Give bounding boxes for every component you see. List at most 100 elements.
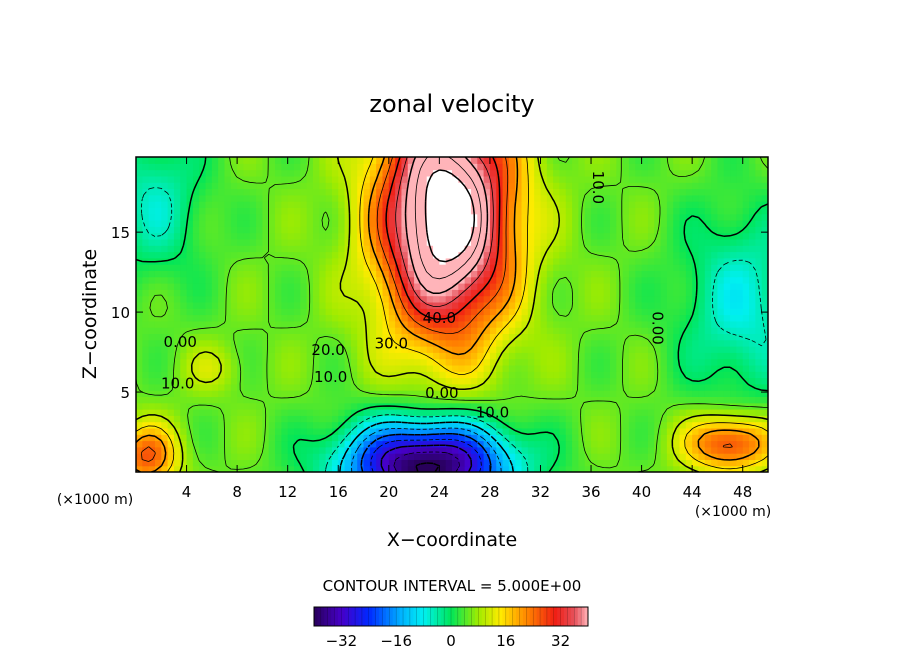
heatmap-cell	[186, 390, 194, 397]
heatmap-cell	[534, 427, 542, 435]
heatmap-cell	[433, 213, 440, 221]
heatmap-cell	[154, 440, 162, 448]
heatmap-cell	[565, 245, 573, 253]
heatmap-cell	[584, 201, 592, 208]
heatmap-cell	[508, 283, 516, 290]
heatmap-cell	[749, 194, 756, 202]
heatmap-cell	[331, 314, 339, 322]
heatmap-cell	[281, 446, 289, 454]
heatmap-cell	[376, 459, 384, 467]
heatmap-cell	[635, 327, 643, 334]
heatmap-cell	[173, 383, 181, 391]
heatmap-cell	[192, 415, 200, 423]
heatmap-cell	[407, 465, 415, 472]
heatmap-cell	[692, 175, 700, 183]
heatmap-cell	[186, 175, 194, 183]
heatmap-cell	[205, 301, 213, 309]
heatmap-cell	[237, 308, 245, 316]
heatmap-cell	[717, 421, 725, 429]
heatmap-cell	[660, 446, 668, 454]
heatmap-cell	[673, 402, 681, 410]
heatmap-cell	[395, 194, 403, 202]
heatmap-cell	[647, 207, 655, 215]
heatmap-cell	[268, 421, 276, 429]
heatmap-cell	[237, 320, 245, 328]
heatmap-cell	[477, 264, 485, 271]
heatmap-cell	[401, 327, 409, 334]
heatmap-cell	[591, 390, 598, 397]
heatmap-cell	[742, 358, 750, 366]
heatmap-cell	[527, 251, 535, 259]
heatmap-cell	[439, 264, 447, 271]
heatmap-cell	[673, 238, 681, 246]
heatmap-cell	[603, 264, 611, 271]
heatmap-cell	[635, 245, 643, 253]
heatmap-cell	[350, 301, 358, 309]
heatmap-cell	[515, 314, 523, 322]
heatmap-cell	[496, 289, 504, 297]
heatmap-cell	[357, 459, 365, 467]
heatmap-cell	[262, 238, 270, 246]
heatmap-cell	[692, 226, 700, 234]
heatmap-cell	[628, 308, 636, 316]
heatmap-cell	[224, 182, 232, 190]
heatmap-cell	[736, 308, 744, 316]
heatmap-cell	[521, 220, 529, 227]
heatmap-cell	[205, 220, 213, 227]
heatmap-cell	[597, 289, 605, 297]
heatmap-cell	[268, 169, 276, 177]
heatmap-cell	[616, 182, 624, 190]
heatmap-cell	[515, 163, 523, 171]
heatmap-cell	[224, 213, 232, 221]
heatmap-cell	[433, 371, 440, 379]
heatmap-cell	[218, 308, 226, 316]
heatmap-cell	[312, 188, 320, 196]
heatmap-cell	[262, 175, 270, 183]
heatmap-cell	[136, 434, 143, 442]
heatmap-cell	[262, 358, 270, 366]
heatmap-cell	[673, 182, 681, 190]
heatmap-cell	[407, 194, 415, 202]
heatmap-cell	[199, 163, 207, 171]
heatmap-cell	[237, 421, 245, 429]
heatmap-cell	[464, 364, 472, 372]
heatmap-cell	[711, 257, 719, 265]
heatmap-cell	[698, 157, 706, 164]
heatmap-cell	[148, 358, 156, 366]
heatmap-cell	[420, 346, 428, 353]
heatmap-cell	[692, 283, 700, 290]
heatmap-cell	[294, 339, 301, 347]
heatmap-cell	[357, 220, 365, 227]
heatmap-cell	[749, 446, 756, 454]
heatmap-cell	[186, 295, 194, 303]
heatmap-cell	[224, 207, 232, 215]
heatmap-cell	[173, 339, 181, 347]
heatmap-cell	[597, 270, 605, 278]
heatmap-cell	[382, 415, 390, 423]
heatmap-cell	[660, 301, 668, 309]
heatmap-cell	[692, 371, 700, 379]
heatmap-cell	[483, 232, 491, 240]
heatmap-cell	[414, 264, 421, 271]
heatmap-cell	[635, 220, 643, 227]
heatmap-cell	[698, 396, 706, 404]
heatmap-cell	[312, 213, 320, 221]
heatmap-cell	[161, 175, 169, 183]
heatmap-cell	[660, 157, 668, 164]
heatmap-cell	[382, 308, 390, 316]
heatmap-cell	[540, 182, 548, 190]
heatmap-cell	[344, 371, 352, 379]
heatmap-cell	[325, 459, 333, 467]
heatmap-cell	[508, 446, 516, 454]
heatmap-cell	[597, 459, 605, 467]
heatmap-cell	[540, 402, 548, 410]
heatmap-cell	[622, 446, 630, 454]
heatmap-cell	[578, 352, 586, 360]
heatmap-cell	[275, 409, 282, 416]
heatmap-cell	[306, 301, 314, 309]
heatmap-cell	[616, 220, 624, 227]
heatmap-cell	[173, 465, 181, 472]
heatmap-cell	[559, 446, 567, 454]
heatmap-cell	[211, 434, 219, 442]
heatmap-cell	[508, 226, 516, 234]
